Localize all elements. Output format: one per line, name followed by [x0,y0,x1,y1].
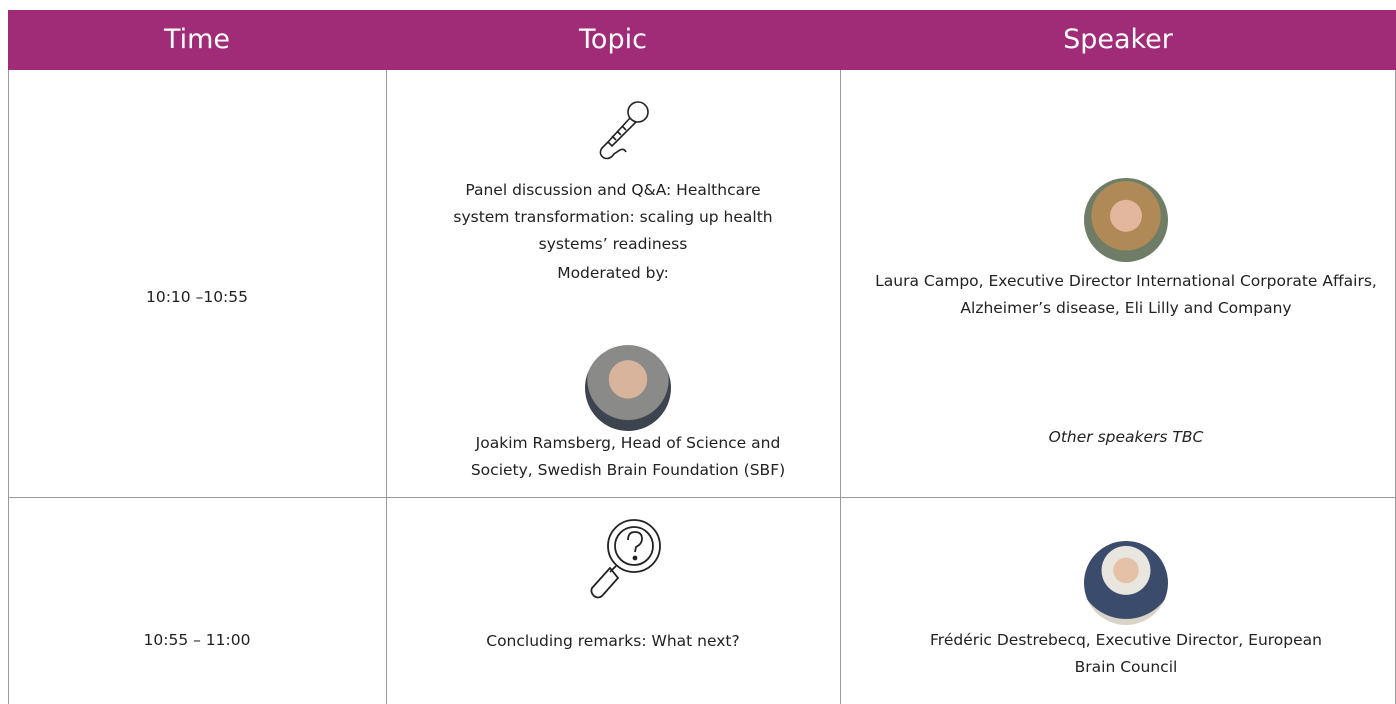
border [840,70,841,704]
note: Other speakers TBC [1048,428,1204,446]
topic: Concluding remarks: What next? [486,632,740,650]
speaker: Frédéric Destrebecq, Executive Director,… [930,631,1322,676]
magnifier-icon [590,519,661,599]
speaker: Laura Campo, Executive Director Internat… [875,272,1377,317]
time: 10:10 –10:55 [145,288,248,306]
moderator-photo [585,345,671,431]
time: 10:55 – 11:00 [143,631,251,649]
border [8,497,1396,498]
speaker-photo [1084,541,1168,625]
speaker-photo [1084,178,1168,262]
header-bar [8,10,1396,70]
header-cell: Time [163,24,231,55]
moderator-label: Moderated by: [557,264,669,282]
topic: Panel discussion and Q&A: Healthcare sys… [453,181,773,253]
moderator: Joakim Ramsberg, Head of Science and Soc… [470,434,786,479]
border [8,70,9,704]
header-cell: Topic [579,24,647,55]
microphone-icon [599,101,649,160]
border [386,70,387,704]
header-cell: Speaker [1063,24,1173,55]
